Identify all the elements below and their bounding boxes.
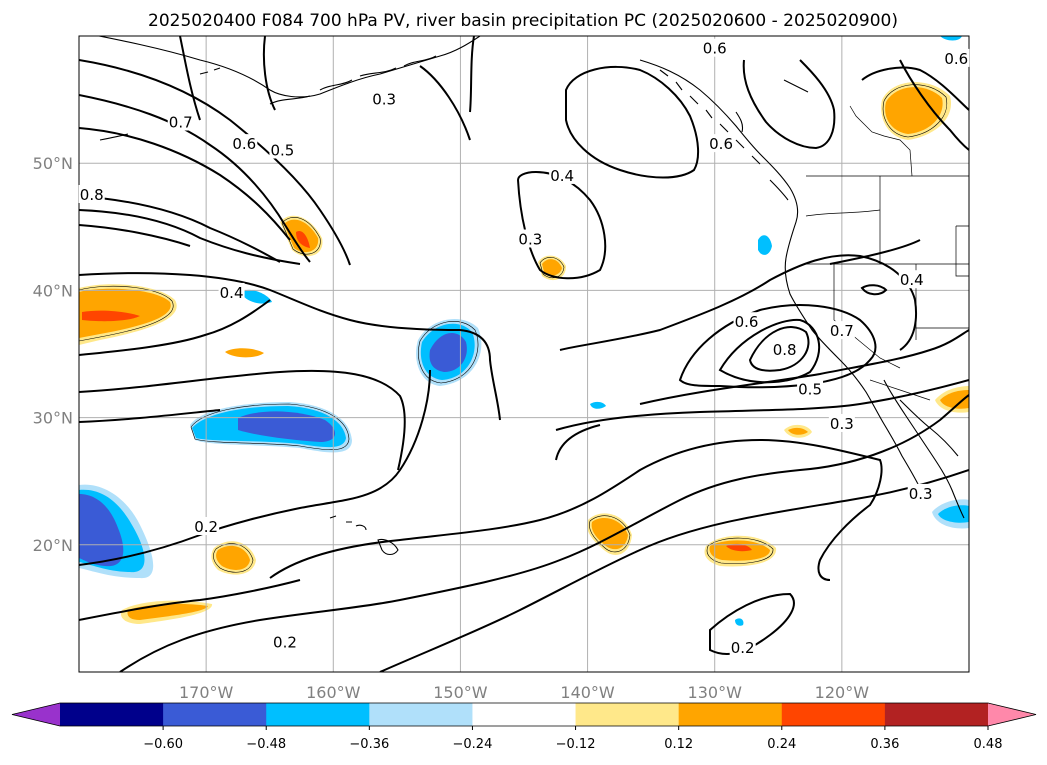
colorbar-box [575,703,680,726]
contour-label: 0.6 [709,135,733,153]
shade-blob-ne-corner [940,36,962,41]
colorbar-outline [11,702,1037,727]
colorbar-box [472,703,577,726]
contour-label-bg [167,112,194,131]
pv-contours [79,36,969,672]
shade-blob-115w-55n [881,82,952,140]
contour-label: 0.5 [270,141,294,159]
shade-blob-165w-29n [190,402,352,453]
contour-label: 0.8 [80,186,104,204]
contour-label: 0.2 [273,634,297,652]
contour-label-bg [218,282,245,301]
longitude-tick-label: 120°W [815,683,870,702]
colorbar-tick-label: −0.12 [556,737,596,752]
colorbar-tick-label: 0.24 [767,737,796,752]
contour-label: 0.6 [703,40,727,58]
colorbar-box [266,703,370,726]
contour-label-bg [269,140,296,159]
latitude-tick-label: 50°N [33,154,73,173]
contour-label-bg [701,38,728,57]
contour-label-bg [797,379,824,398]
contour-labels: 0.8 0.7 0.6 0.5 0.3 0.3 0.4 0.6 0.6 0.6 0.4 0.6 0.8 0… [78,38,970,657]
colorbar-tick-label: −0.36 [349,737,389,752]
contour-label-bg [371,89,398,108]
map-background [79,36,969,672]
contour-label: 0.3 [830,415,854,433]
contour-label: 0.3 [372,91,396,109]
colorbar-tick-label: −0.24 [453,737,493,752]
contour-label-bg [517,229,544,248]
shade-blob-170w-19n [211,541,256,575]
contour-label-bg [907,483,934,502]
contour-label: 0.6 [735,313,759,331]
shade-blob-128w-14n [735,618,744,626]
longitude-tick-label: 160°W [306,683,361,702]
contour-label-bg [733,312,760,331]
colorbar-box [678,703,783,726]
colorbar-box [60,703,164,726]
latitude-tick-labels: 20°N 30°N 40°N 50°N [33,154,73,555]
contour-label-bg [271,632,298,651]
latitude-tick-label: 30°N [33,409,73,428]
longitude-tick-label: 150°W [433,683,488,702]
colorbar-box [884,703,989,726]
shade-blob-166w-39n [240,289,272,304]
contour-label: 0.7 [830,322,854,340]
shade-blob-127w-43n [758,235,772,255]
contour-label: 0.6 [944,50,968,68]
shade-blob-west-40n [79,284,177,345]
contour-label-bg [943,48,970,67]
contour-label-bg [898,270,925,289]
colorbar-box [781,703,886,726]
colorbar-tick-label: 0.36 [870,737,899,752]
longitude-tick-label: 170°W [179,683,234,702]
colorbar-tick-label: 0.48 [974,737,1003,752]
colorbar: −0.60 −0.48 −0.36 −0.24 −0.12 0.12 0.24 0.36 0.4… [11,702,1037,752]
contour-label-bg [828,413,855,432]
contour-label: 0.3 [518,231,542,249]
contour-label-bg [78,185,105,203]
colorbar-tick-label: 0.12 [664,737,693,752]
shade-blob-east-31n [935,386,969,413]
contour-label: 0.2 [194,518,218,536]
longitude-tick-label: 130°W [688,683,743,702]
contour-label: 0.5 [798,381,822,399]
colorbar-box [163,703,267,726]
contour-label-bg [729,637,756,656]
colorbar-extend-min [12,703,60,726]
shade-blob-123w-29n [784,424,812,438]
contour-label-bg [549,165,576,184]
contour-label-bg [828,321,855,340]
contour-label: 0.7 [169,113,193,131]
contour-label-bg [193,516,220,535]
contour-label: 0.8 [773,341,797,359]
colorbar-tick-label: −0.60 [143,737,183,752]
contour-label-bg [771,340,798,359]
contour-label: 0.4 [900,271,924,289]
contour-label: 0.4 [550,167,574,185]
colorbar-box [369,703,473,726]
shade-blob-128w-20n [704,535,777,567]
longitude-tick-label: 140°W [560,683,615,702]
contour-label: 0.2 [731,639,755,657]
colorbar-extend-max [988,703,1036,726]
map-title: 2025020400 F084 700 hPa PV, river basin … [148,11,898,31]
contour-label: 0.4 [220,284,244,302]
contour-label-bg [231,134,258,153]
shade-blob-167w-35n [225,348,264,358]
shade-blob-east-23n [932,499,969,529]
shade-blob-140w-31n [590,401,606,409]
longitude-tick-labels: 170°W 160°W 150°W 140°W 130°W 120°W [179,683,869,702]
contour-label: 0.3 [909,485,933,503]
latitude-tick-label: 40°N [33,281,73,300]
contour-label-bg [708,134,735,153]
map-frame [78,35,970,673]
shade-blob-150w-36n [416,318,482,386]
coastlines [96,36,965,556]
colorbar-tick-label: −0.48 [246,737,286,752]
shade-blob-west-20n [79,484,154,579]
contour-label: 0.6 [232,135,256,153]
latitude-tick-label: 20°N [33,536,73,555]
